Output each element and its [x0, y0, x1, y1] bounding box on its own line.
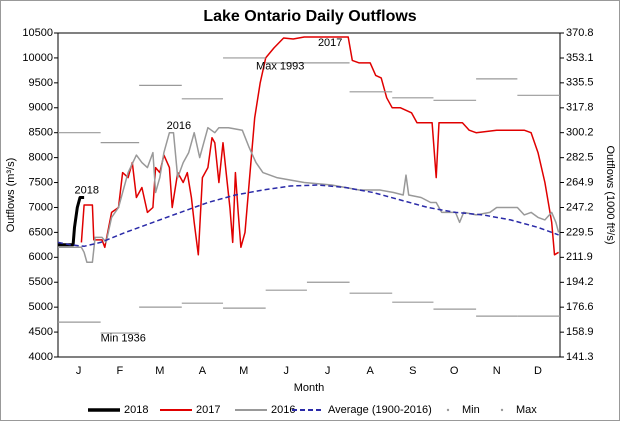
y-tick-label: 8000 — [29, 152, 53, 164]
annotation: 2016 — [167, 120, 191, 132]
annotation: Max 1993 — [256, 60, 304, 72]
y-tick-label: 7000 — [29, 201, 53, 213]
y2-tick-label: 282.5 — [566, 152, 594, 164]
legend-label: Min — [462, 404, 480, 416]
y2-tick-label: 158.9 — [566, 326, 594, 338]
y2-tick-label: 335.5 — [566, 77, 594, 89]
x-tick-label: F — [117, 365, 124, 377]
x-tick-label: O — [450, 365, 459, 377]
y2-tick-label: 141.3 — [566, 351, 594, 363]
x-tick-label: A — [199, 365, 207, 377]
x-axis-label: Month — [294, 382, 325, 394]
x-tick-label: S — [409, 365, 416, 377]
y-tick-label: 4000 — [29, 351, 53, 363]
series-line — [58, 126, 560, 264]
y2-tick-label: 247.2 — [566, 201, 594, 213]
y-tick-label: 8500 — [29, 127, 53, 139]
plot-area — [57, 32, 561, 358]
y-tick-label: 4500 — [29, 326, 53, 338]
x-tick-label: J — [76, 365, 82, 377]
y2-tick-label: 317.8 — [566, 102, 594, 114]
y-tick-label: 6500 — [29, 226, 53, 238]
chart-title: Lake Ontario Daily Outflows — [203, 8, 416, 25]
y-tick-label: 5000 — [29, 301, 53, 313]
x-tick-label: J — [325, 365, 331, 377]
y-tick-label: 10500 — [22, 27, 53, 39]
legend-label: Max — [516, 404, 537, 416]
series-line — [57, 184, 559, 248]
y-tick-label: 9000 — [29, 102, 53, 114]
legend-label: Average (1900-2016) — [328, 404, 432, 416]
legend-label: 2017 — [196, 404, 220, 416]
legend-label: 2016 — [271, 404, 295, 416]
y2-tick-label: 229.5 — [566, 226, 594, 238]
annotation: 2017 — [318, 37, 342, 49]
y-tick-label: 7500 — [29, 176, 53, 188]
series-line — [80, 36, 559, 256]
y2-tick-label: 353.1 — [566, 52, 594, 64]
y-axis-label: Outflows (m³/s) — [5, 158, 17, 233]
y-tick-label: 10000 — [22, 52, 53, 64]
legend-marker — [500, 408, 504, 412]
y2-tick-label: 264.9 — [566, 176, 594, 188]
legend-marker — [446, 408, 450, 412]
x-tick-label: J — [284, 365, 290, 377]
y2-tick-label: 176.6 — [566, 301, 594, 313]
x-tick-label: N — [493, 365, 501, 377]
y-tick-label: 5500 — [29, 276, 53, 288]
x-tick-label: A — [367, 365, 375, 377]
legend-label: 2018 — [124, 404, 148, 416]
annotation: Min 1936 — [101, 332, 146, 344]
y2-tick-label: 300.2 — [566, 127, 594, 139]
y2-axis-label: Outflows (1000 ft³/s) — [604, 145, 616, 244]
y2-tick-label: 211.9 — [566, 251, 593, 263]
y-tick-label: 9500 — [29, 77, 53, 89]
x-tick-label: M — [239, 365, 248, 377]
x-tick-label: D — [534, 365, 542, 377]
annotation: 2018 — [75, 184, 99, 196]
y2-tick-label: 194.2 — [566, 276, 594, 288]
y2-tick-label: 370.8 — [566, 27, 594, 39]
y-tick-label: 6000 — [29, 251, 53, 263]
x-tick-label: M — [155, 365, 164, 377]
